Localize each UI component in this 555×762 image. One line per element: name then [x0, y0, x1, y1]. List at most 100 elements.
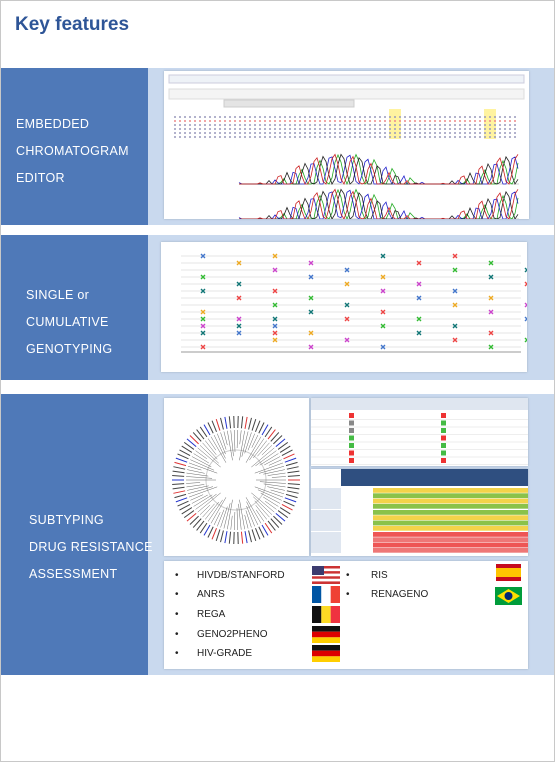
tree-leaf — [258, 422, 265, 434]
tree-leaf — [173, 466, 186, 470]
tree-branch — [197, 492, 221, 513]
tree-branch — [239, 499, 245, 530]
highlight — [484, 109, 496, 139]
mutation-mark — [200, 323, 206, 329]
tree-branch — [220, 432, 227, 450]
mutation-mark — [380, 309, 386, 315]
tree-leaf — [220, 417, 224, 430]
tree-leaf — [207, 422, 214, 434]
tree-leaf — [285, 493, 298, 499]
table-header — [341, 469, 528, 486]
tree-branch — [186, 472, 209, 477]
trace — [239, 153, 519, 185]
mutation-mark — [488, 330, 494, 336]
mutation-mark — [452, 253, 458, 259]
mutation-mark — [344, 316, 350, 322]
status-cell — [441, 428, 446, 433]
phylogenetic-tree-screenshot — [164, 398, 309, 556]
tree-branch — [188, 486, 218, 498]
tree-branch — [195, 450, 208, 460]
tree-branch — [220, 506, 228, 528]
mutation-mark — [308, 274, 314, 280]
result-row — [373, 532, 528, 537]
tree-leaf — [183, 441, 195, 450]
tree-leaf — [275, 438, 286, 447]
tree-branch — [186, 476, 213, 479]
tree-leaf — [179, 449, 191, 457]
tree-leaf — [284, 497, 297, 503]
tree-leaf — [192, 518, 202, 528]
mutation-mark — [272, 330, 278, 336]
mutation-mark — [524, 267, 527, 273]
tree-leaf — [174, 461, 187, 467]
algorithm-list — [164, 561, 528, 669]
tree-leaf — [228, 416, 232, 429]
tree-leaf — [215, 529, 221, 542]
mutation-mark — [236, 260, 242, 266]
tree-branch — [190, 494, 204, 501]
mutation-mark — [380, 253, 386, 259]
flag-stripe — [312, 578, 340, 582]
bullet: • — [346, 589, 350, 600]
tree-branch — [254, 486, 284, 498]
tree-branch — [264, 500, 277, 510]
status-cell — [441, 458, 446, 463]
tree-leaf — [287, 470, 300, 474]
status-cell — [441, 450, 446, 456]
mutation-mark — [344, 302, 350, 308]
tree-branch — [230, 430, 234, 457]
mutation-mark — [344, 337, 350, 343]
flag-canton — [312, 566, 324, 575]
mutation-mark — [200, 316, 206, 322]
tree-leaf — [281, 449, 293, 457]
mutation-mark — [380, 288, 386, 294]
section-text: CHROMATOGRAM — [16, 144, 129, 158]
tree-branch — [227, 430, 233, 461]
tree-leaf — [189, 435, 199, 445]
flag-stripe — [330, 606, 340, 623]
tree-branch — [254, 500, 270, 518]
tree-leaf — [172, 470, 185, 474]
tree-branch — [230, 515, 233, 530]
tree-branch — [271, 476, 286, 478]
tree-branch — [263, 483, 286, 488]
result-row — [373, 537, 528, 543]
tree-leaf — [199, 426, 208, 438]
tree-leaf — [287, 475, 300, 477]
mutation-mark — [524, 316, 527, 322]
tree-branch — [263, 469, 285, 475]
tree-leaf — [283, 453, 295, 460]
mutation-mark — [488, 344, 494, 350]
trace — [239, 188, 519, 219]
tree-branch — [257, 489, 282, 501]
result-row — [373, 488, 528, 493]
status-cell — [349, 420, 354, 426]
tree-branch — [234, 430, 236, 453]
tree-branch — [197, 447, 221, 468]
tree-leaf — [203, 524, 211, 536]
tree-branch — [188, 462, 218, 474]
flag-stripe — [496, 568, 521, 577]
mutation-mark — [488, 274, 494, 280]
tree-leaf — [196, 429, 205, 440]
tree-leaf — [255, 528, 261, 540]
mutation-mark — [416, 295, 422, 301]
mutation-mark — [236, 295, 242, 301]
tree-leaf — [277, 510, 289, 519]
tree-leaf — [177, 453, 189, 460]
tree-leaf — [248, 530, 252, 543]
mutation-mark — [344, 281, 350, 287]
tree-leaf — [179, 503, 191, 511]
tree-branch — [187, 465, 202, 471]
highlight — [389, 109, 401, 139]
tree-leaf — [173, 490, 186, 494]
flag-globe — [504, 592, 513, 600]
flag-stripe — [321, 586, 331, 603]
mutation-mark — [200, 253, 206, 259]
result-row — [373, 498, 528, 504]
tree-branch — [259, 481, 286, 484]
tree-branch — [205, 501, 219, 520]
tree-branch — [234, 511, 236, 530]
tree-leaf — [286, 490, 299, 494]
flag-stripe — [312, 645, 340, 651]
